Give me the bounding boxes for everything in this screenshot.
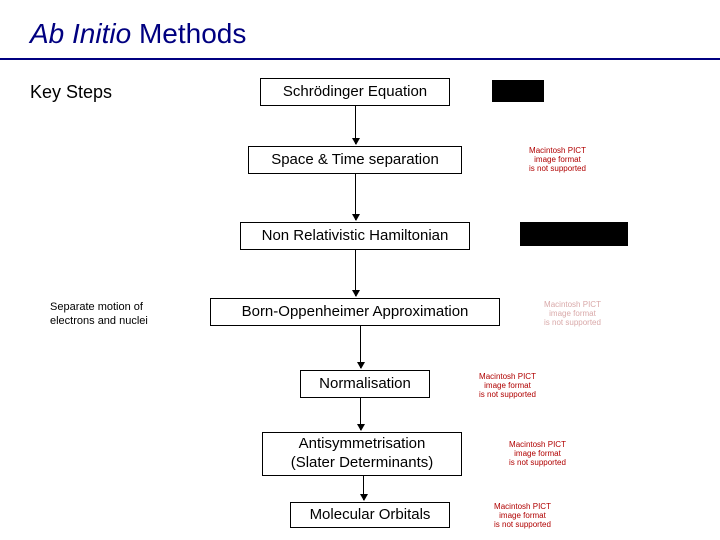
flow-box-mo: Molecular Orbitals bbox=[290, 502, 450, 528]
title-rule bbox=[0, 58, 720, 60]
title-italic: Ab Initio bbox=[30, 18, 131, 49]
black-bar-1 bbox=[520, 222, 628, 246]
pict-placeholder-0: Macintosh PICTimage formatis not support… bbox=[510, 146, 605, 174]
pict-placeholder-3: Macintosh PICTimage formatis not support… bbox=[490, 440, 585, 468]
arrow-antisym-mo bbox=[363, 476, 364, 500]
pict-placeholder-4: Macintosh PICTimage formatis not support… bbox=[475, 502, 570, 530]
pict-placeholder-2: Macintosh PICTimage formatis not support… bbox=[460, 372, 555, 400]
arrow-normalisation-antisym bbox=[360, 398, 361, 430]
pict-placeholder-1: Macintosh PICTimage formatis not support… bbox=[525, 300, 620, 328]
arrow-schrodinger-space-time bbox=[355, 106, 356, 144]
page-title: Ab Initio Methods bbox=[30, 18, 246, 50]
arrow-hamiltonian-born-opp bbox=[355, 250, 356, 296]
arrow-space-time-hamiltonian bbox=[355, 174, 356, 220]
flow-box-normalisation: Normalisation bbox=[300, 370, 430, 398]
flow-box-schrodinger: Schrödinger Equation bbox=[260, 78, 450, 106]
flow-box-born-opp: Born-Oppenheimer Approximation bbox=[210, 298, 500, 326]
side-note: Separate motion of electrons and nuclei bbox=[50, 300, 148, 329]
key-steps-label: Key Steps bbox=[30, 82, 112, 103]
flow-box-space-time: Space & Time separation bbox=[248, 146, 462, 174]
side-note-line1: Separate motion of bbox=[50, 300, 148, 314]
title-rest: Methods bbox=[131, 18, 246, 49]
arrow-born-opp-normalisation bbox=[360, 326, 361, 368]
side-note-line2: electrons and nuclei bbox=[50, 314, 148, 328]
flow-box-antisym: Antisymmetrisation(Slater Determinants) bbox=[262, 432, 462, 476]
flow-box-hamiltonian: Non Relativistic Hamiltonian bbox=[240, 222, 470, 250]
black-bar-0 bbox=[492, 80, 544, 102]
